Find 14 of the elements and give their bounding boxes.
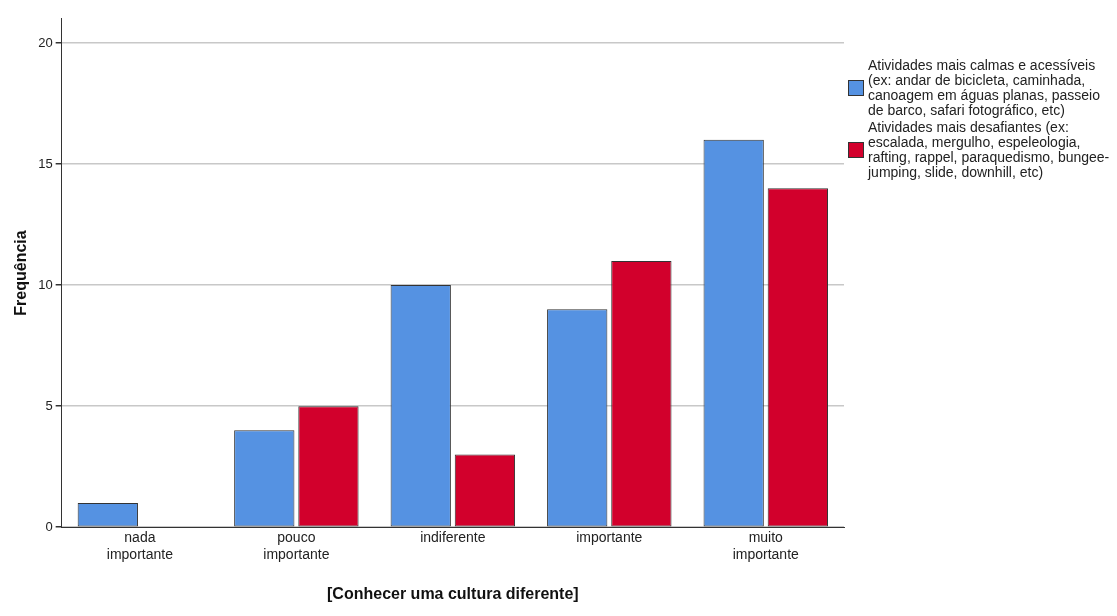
y-tick-label: 20 (38, 34, 53, 50)
y-tick-label: 0 (45, 518, 53, 534)
x-tick-label: pouco importante (263, 529, 330, 563)
x-tick-label: nada importante (106, 529, 174, 563)
y-tick-label: 5 (45, 397, 53, 413)
x-axis-title: [Conhecer uma cultura diferente] (327, 584, 579, 602)
x-tick-label: indiferente (420, 529, 486, 546)
y-tick-label: 10 (38, 276, 53, 292)
y-tick-label: 15 (38, 155, 53, 171)
x-tick-label: muito importante (732, 529, 800, 563)
y-axis-title: Frequência (12, 230, 30, 316)
legend-label: Atividades mais calmas e acessíveis (ex: andar de bicicleta, caminhada, canoagem em águas planas, passeio de barco, safari fotográfico, etc) (868, 57, 1101, 118)
x-tick-label: importante (576, 529, 643, 546)
legend-label: Atividades mais desafiantes (ex: escalada, mergulho, espeleologia, rafting, rappel, paraquedismo, bungee-jumping, slide, downhill, etc) (868, 119, 1110, 180)
